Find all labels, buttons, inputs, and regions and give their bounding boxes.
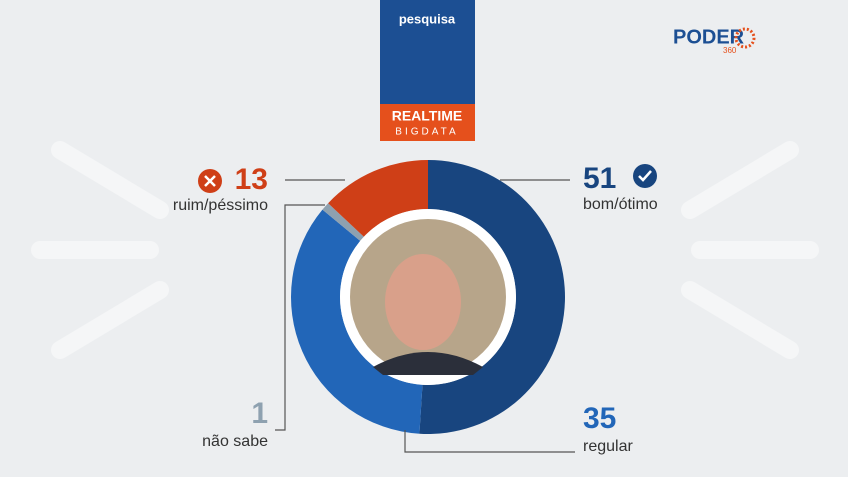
value-label: 35 [583,402,616,435]
value-label: 1 [251,397,268,430]
brand-sub: 360 [723,46,737,55]
value-label: 51 [583,162,616,195]
value-label: 13 [235,163,268,196]
brand-sun [734,27,756,49]
donut-segment [322,203,364,241]
donut-segment [328,160,428,237]
donut [291,160,565,435]
brand: PODER [673,26,745,48]
category-label: ruim/péssimo [173,197,268,214]
category-label: regular [583,438,633,455]
photo-face [385,254,461,350]
donut-segment [419,160,565,435]
partner-top: REALTIME [392,108,463,124]
decor [31,141,819,359]
category-label: bom/ótimo [583,196,658,213]
leaders [275,179,575,453]
partner-bottom: BIGDATA [395,127,458,138]
banner-tag: pesquisa [399,11,456,26]
partner-box [380,104,475,141]
icon-x-mark [204,175,216,187]
category-label: não sabe [202,433,268,450]
icon-check-mark [638,170,652,182]
donut-segment [291,209,423,434]
banner [380,0,475,104]
photo-suit [373,352,483,375]
